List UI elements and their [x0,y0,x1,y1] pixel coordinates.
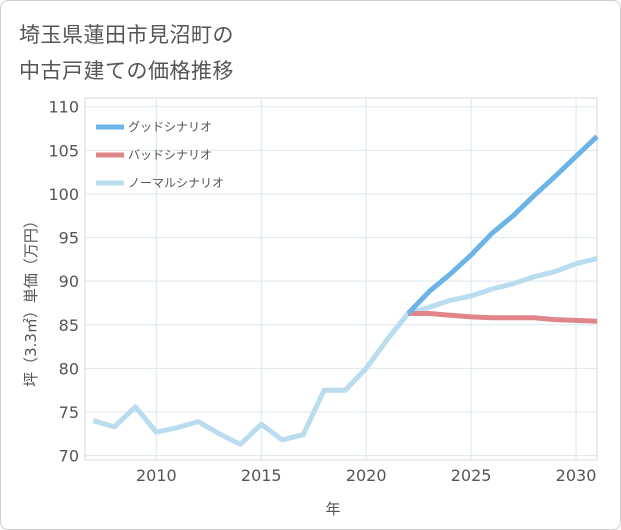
axis-tick-labels: 70 75 80 85 90 95 100 105 110 2010 2015 2020 2025 203… [48,98,596,485]
x-tick-label: 2015 [241,466,282,485]
title-line-2: 中古戸建ての価格推移 [19,59,234,83]
page-title: 埼玉県蓮田市見沼町の 中古戸建ての価格推移 [19,17,234,89]
series-lines [92,134,599,447]
legend-label-1: バッドシナリオ [128,148,212,162]
y-tick-label: 105 [48,141,79,160]
series-line-0 [406,134,599,316]
y-tick-label: 70 [59,447,79,466]
legend-label-2: ノーマルシナリオ [128,176,224,190]
x-axis-title: 年 [325,500,340,518]
series-line-2 [92,256,598,447]
y-tick-label: 80 [59,359,79,378]
x-tick-label: 2020 [346,466,387,485]
y-tick-label: 95 [59,229,79,248]
legend-label-0: グッドシナリオ [128,120,212,134]
y-tick-label: 90 [59,272,79,291]
title-line-1: 埼玉県蓮田市見沼町の [19,23,234,47]
y-tick-label: 110 [48,98,79,117]
series-line-1 [408,311,598,324]
y-tick-label: 100 [48,185,79,204]
y-tick-label: 75 [59,403,79,422]
x-tick-label: 2010 [136,466,177,485]
y-tick-label: 85 [59,316,79,335]
y-axis-title: 坪（3.3㎡）単価（万円） [22,213,40,387]
plot-area-frame [84,97,598,461]
grid-lines [85,98,597,460]
x-tick-label: 2025 [451,466,492,485]
x-tick-label: 2030 [556,466,597,485]
